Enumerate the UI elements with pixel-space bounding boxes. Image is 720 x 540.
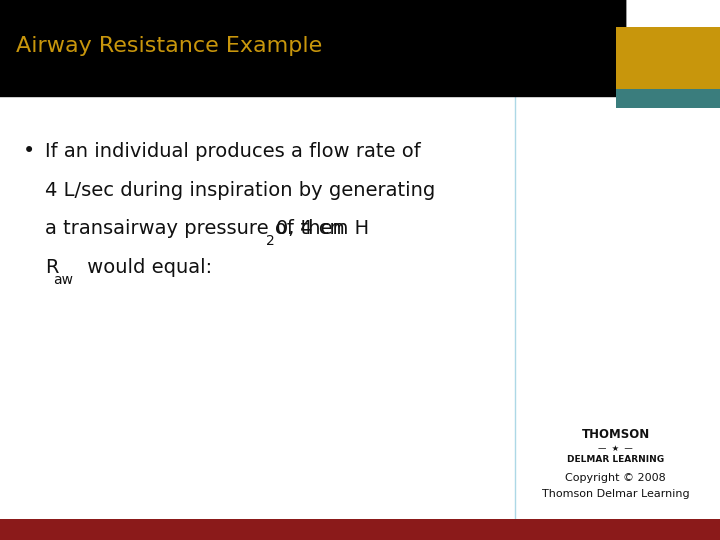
Text: 0, then: 0, then (276, 219, 344, 239)
Text: 4 L/sec during inspiration by generating: 4 L/sec during inspiration by generating (45, 180, 435, 200)
Text: Airway Resistance Example: Airway Resistance Example (16, 36, 322, 56)
Text: R: R (45, 258, 58, 278)
Text: •: • (23, 141, 35, 161)
Text: THOMSON: THOMSON (582, 428, 649, 441)
Text: Copyright © 2008: Copyright © 2008 (565, 473, 666, 483)
Text: If an individual produces a flow rate of: If an individual produces a flow rate of (45, 141, 420, 161)
Text: would equal:: would equal: (81, 258, 212, 278)
Text: DELMAR LEARNING: DELMAR LEARNING (567, 455, 664, 463)
Bar (616, 89, 720, 108)
Bar (616, 27, 720, 89)
Text: —  ★  —: — ★ — (598, 444, 633, 453)
Text: aw: aw (53, 273, 73, 287)
Bar (0, 519, 720, 540)
Text: Thomson Delmar Learning: Thomson Delmar Learning (541, 489, 690, 499)
Text: 2: 2 (266, 234, 274, 248)
FancyBboxPatch shape (0, 0, 626, 97)
Text: a transairway pressure of 4 cm H: a transairway pressure of 4 cm H (45, 219, 369, 239)
